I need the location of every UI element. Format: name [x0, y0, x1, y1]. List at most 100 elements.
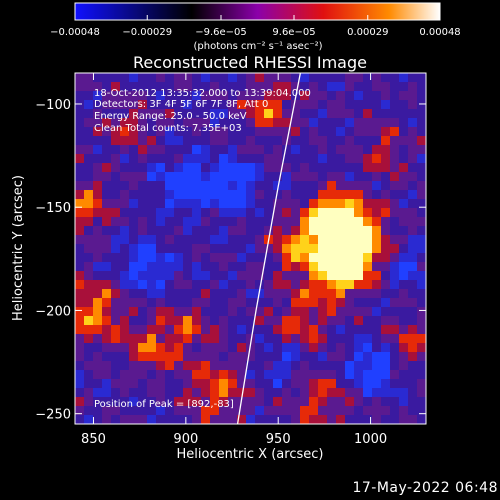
heatmap-cell: [300, 145, 310, 155]
heatmap-cell: [192, 388, 202, 398]
heatmap-cell: [390, 397, 400, 407]
heatmap-cell: [318, 334, 328, 344]
heatmap-cell: [363, 343, 373, 353]
heatmap-cell: [327, 208, 337, 218]
heatmap-cell: [75, 244, 85, 254]
heatmap-cell: [291, 217, 301, 227]
heatmap-cell: [228, 109, 238, 119]
heatmap-cell: [381, 379, 391, 389]
heatmap-cell: [165, 226, 175, 236]
heatmap-cell: [345, 307, 355, 317]
heatmap-cell: [291, 370, 301, 380]
heatmap-cell: [372, 136, 382, 146]
heatmap-cell: [201, 118, 211, 128]
heatmap-cell: [372, 91, 382, 101]
heatmap-cell: [309, 316, 319, 326]
heatmap-cell: [363, 136, 373, 146]
heatmap-cell: [354, 253, 364, 263]
heatmap-cell: [255, 325, 265, 335]
heatmap-cell: [327, 136, 337, 146]
heatmap-cell: [390, 361, 400, 371]
heatmap-cell: [399, 415, 409, 424]
heatmap-cell: [255, 244, 265, 254]
heatmap-cell: [255, 388, 265, 398]
heatmap-cell: [156, 163, 166, 173]
heatmap-cell: [408, 163, 418, 173]
heatmap-cell: [291, 316, 301, 326]
heatmap-cell: [345, 91, 355, 101]
heatmap-cell: [147, 379, 157, 389]
heatmap-cell: [264, 325, 274, 335]
heatmap-cell: [282, 289, 292, 299]
heatmap-cell: [102, 343, 112, 353]
heatmap-cell: [309, 91, 319, 101]
colorbar-tick-label: 9.6e−05: [272, 27, 315, 38]
heatmap-cell: [300, 307, 310, 317]
heatmap-cell: [300, 127, 310, 137]
heatmap-cell: [309, 280, 319, 290]
heatmap-cell: [417, 253, 426, 263]
heatmap-cell: [75, 73, 85, 83]
heatmap-cell: [129, 118, 139, 128]
heatmap-cell: [300, 352, 310, 362]
heatmap-cell: [147, 82, 157, 92]
heatmap-cell: [174, 163, 184, 173]
heatmap-cell: [183, 334, 193, 344]
heatmap-cell: [84, 343, 94, 353]
heatmap-cell: [408, 253, 418, 263]
heatmap-cell: [228, 343, 238, 353]
heatmap-cell: [363, 370, 373, 380]
heatmap-cell: [102, 100, 112, 110]
heatmap-cell: [192, 271, 202, 281]
heatmap-cell: [165, 154, 175, 164]
heatmap-cell: [417, 145, 426, 155]
heatmap-cell: [336, 118, 346, 128]
heatmap-cell: [192, 109, 202, 119]
heatmap-cell: [381, 73, 391, 83]
heatmap-cell: [183, 73, 193, 83]
heatmap-cell: [336, 253, 346, 263]
heatmap-cell: [300, 154, 310, 164]
heatmap-cell: [192, 262, 202, 272]
heatmap-cell: [75, 388, 85, 398]
heatmap-cell: [237, 73, 247, 83]
heatmap-cell: [156, 109, 166, 119]
heatmap-cell: [210, 262, 220, 272]
heatmap-cell: [255, 361, 265, 371]
heatmap-cell: [183, 136, 193, 146]
heatmap-cell: [282, 217, 292, 227]
heatmap-cell: [228, 289, 238, 299]
heatmap-cell: [156, 397, 166, 407]
heatmap-cell: [219, 154, 229, 164]
heatmap-cell: [255, 262, 265, 272]
heatmap-cell: [318, 181, 328, 191]
heatmap-cell: [246, 172, 256, 182]
heatmap-cell: [84, 397, 94, 407]
heatmap-cell: [318, 316, 328, 326]
heatmap-cell: [138, 235, 148, 245]
heatmap-cell: [255, 91, 265, 101]
heatmap-cell: [156, 172, 166, 182]
heatmap-cell: [183, 316, 193, 326]
heatmap-cell: [318, 370, 328, 380]
heatmap-cell: [120, 172, 130, 182]
heatmap-cell: [210, 406, 220, 416]
heatmap-cell: [192, 253, 202, 263]
heatmap-cell: [183, 352, 193, 362]
heatmap-cell: [381, 361, 391, 371]
heatmap-cell: [147, 361, 157, 371]
heatmap-cell: [246, 208, 256, 218]
heatmap-cell: [264, 262, 274, 272]
heatmap-cell: [336, 73, 346, 83]
heatmap-cell: [147, 127, 157, 137]
heatmap-cell: [282, 262, 292, 272]
heatmap-cell: [408, 316, 418, 326]
heatmap-cell: [192, 289, 202, 299]
heatmap-cell: [363, 253, 373, 263]
heatmap-cell: [273, 334, 283, 344]
heatmap-cell: [282, 325, 292, 335]
heatmap-cell: [255, 343, 265, 353]
heatmap-cell: [120, 199, 130, 209]
heatmap-cell: [138, 397, 148, 407]
heatmap-cell: [273, 406, 283, 416]
